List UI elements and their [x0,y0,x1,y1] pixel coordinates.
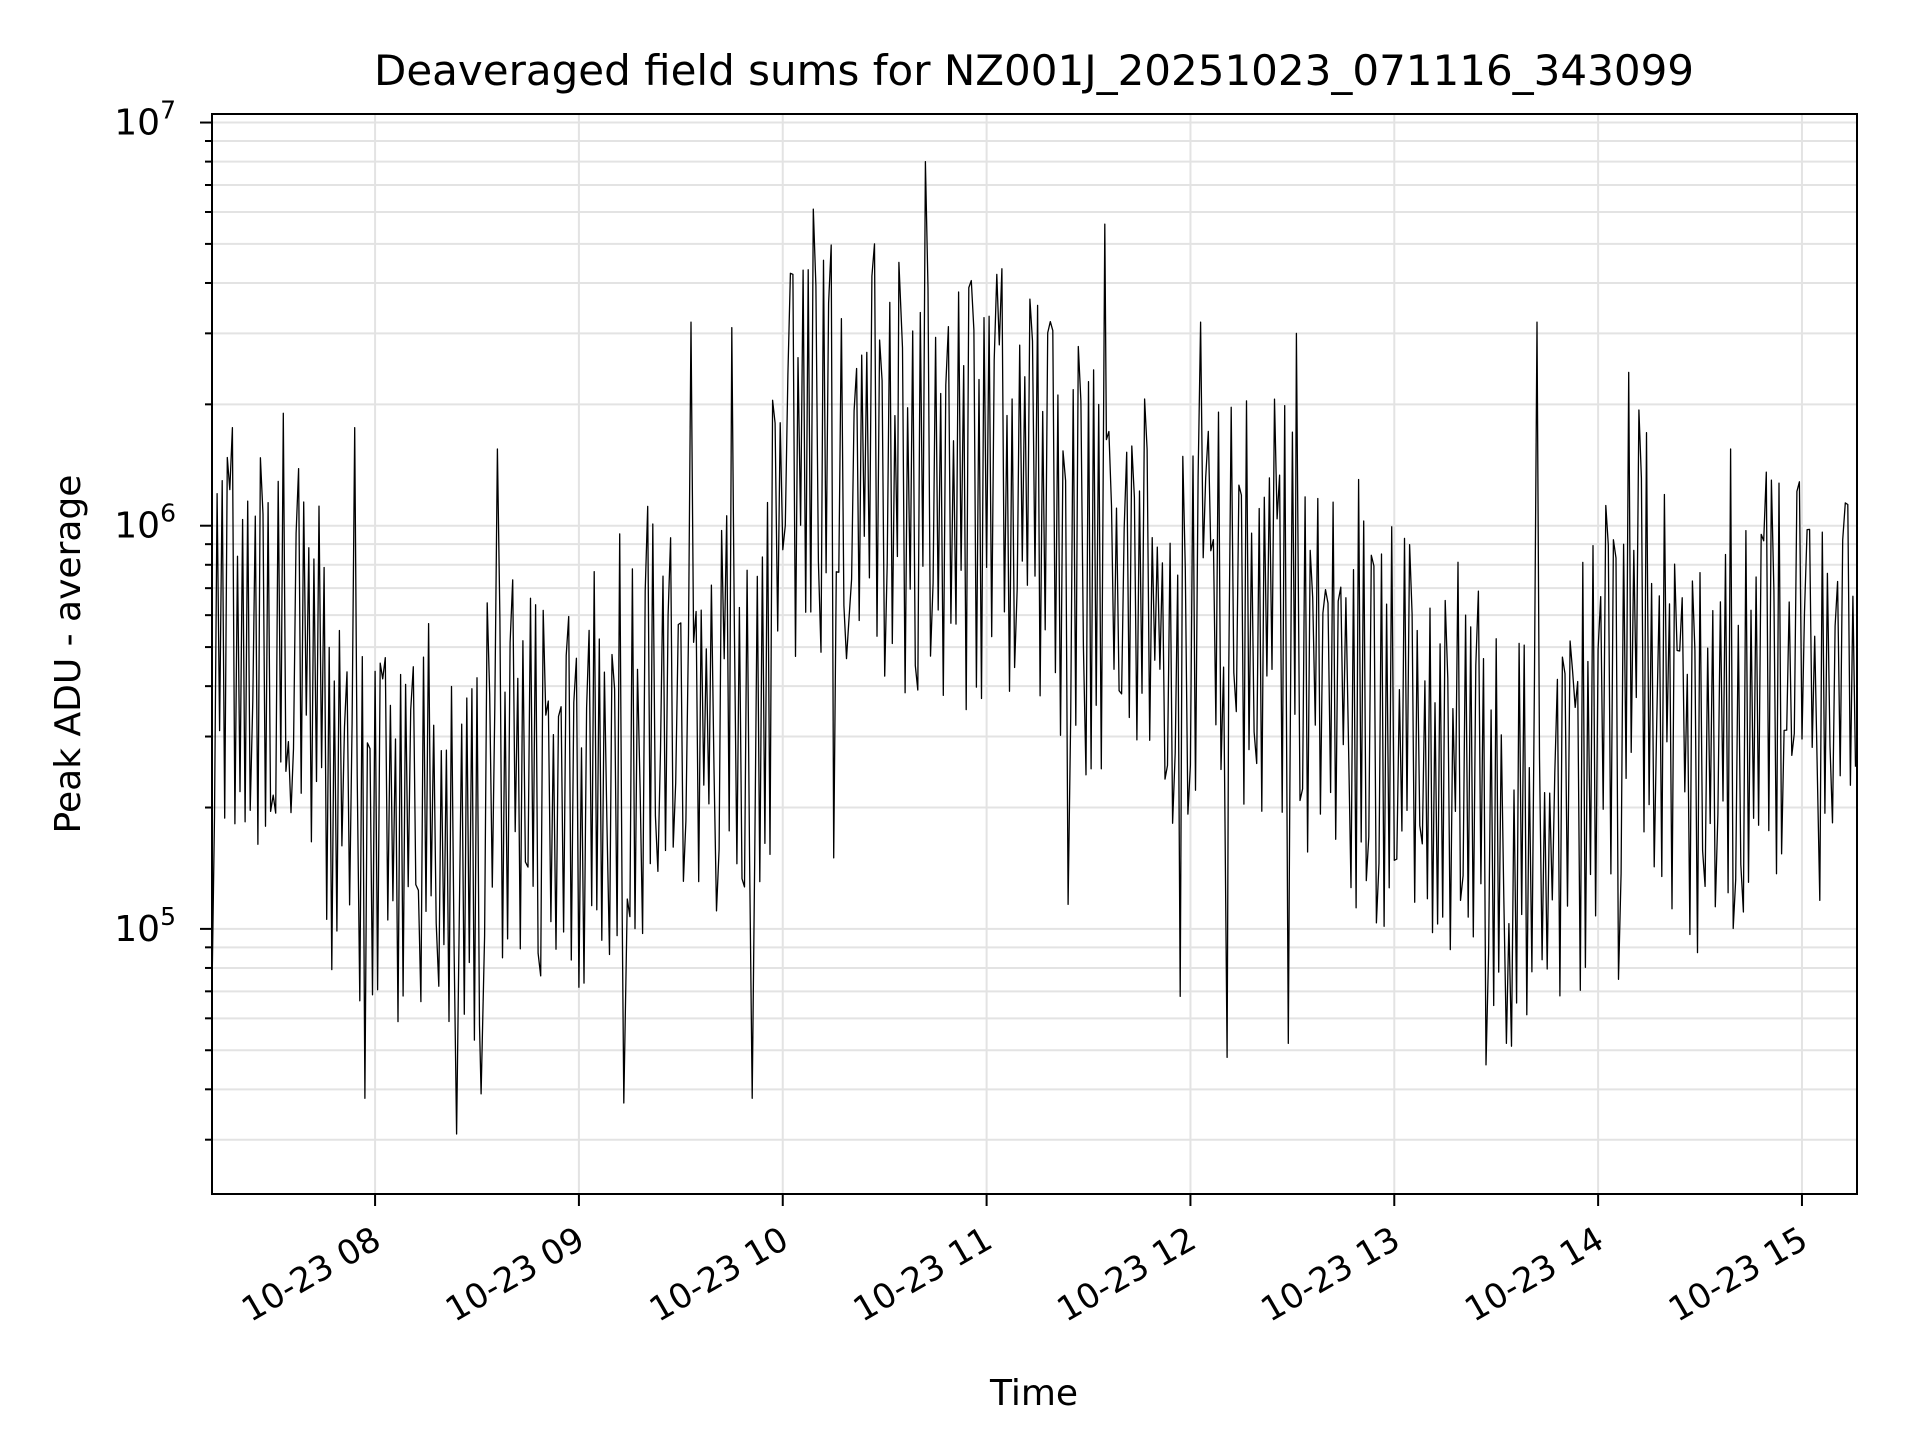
plot-frame [211,113,1858,1195]
series-group [211,160,1857,1135]
y-tick-label: 106 [114,499,176,547]
series-line [211,160,1857,1135]
chart-title: Deaveraged field sums for NZ001J_2025102… [374,46,1694,95]
y-tick-label: 107 [114,96,176,144]
x-axis-label: Time [989,1373,1078,1414]
y-axis-label: Peak ADU - average [48,475,89,834]
y-tick-label: 105 [114,902,176,950]
